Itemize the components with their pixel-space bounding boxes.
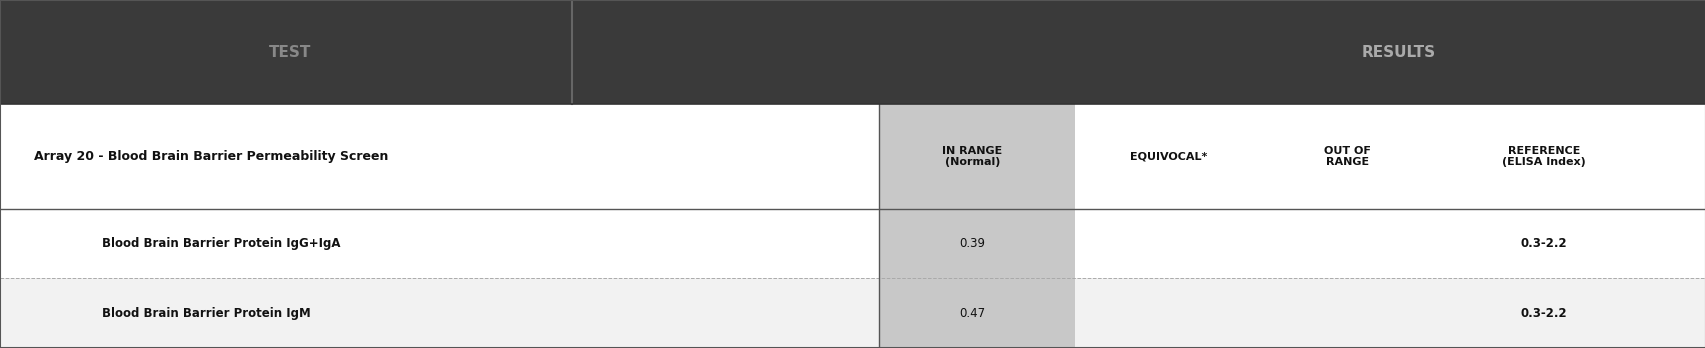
Bar (878, 209, 1074, 278)
Text: 0.47: 0.47 (958, 307, 985, 320)
Text: Blood Brain Barrier Protein IgG+IgA: Blood Brain Barrier Protein IgG+IgA (102, 237, 341, 250)
Text: IN RANGE
(Normal): IN RANGE (Normal) (941, 146, 1003, 167)
Text: TEST: TEST (269, 45, 310, 60)
Text: 0.3-2.2: 0.3-2.2 (1519, 237, 1567, 250)
Text: 0.3-2.2: 0.3-2.2 (1519, 307, 1567, 320)
Bar (878, 278, 1074, 348)
Bar (0, 0, 1705, 104)
Text: Array 20 - Blood Brain Barrier Permeability Screen: Array 20 - Blood Brain Barrier Permeabil… (34, 150, 389, 163)
Text: Blood Brain Barrier Protein IgM: Blood Brain Barrier Protein IgM (102, 307, 310, 320)
Bar (878, 104, 1074, 209)
Bar (0, 104, 1705, 209)
Text: OUT OF
RANGE: OUT OF RANGE (1323, 146, 1371, 167)
Bar (0, 209, 1705, 278)
Text: RESULTS: RESULTS (1361, 45, 1436, 60)
Bar (0, 278, 1705, 348)
Text: 0.39: 0.39 (958, 237, 985, 250)
Text: REFERENCE
(ELISA Index): REFERENCE (ELISA Index) (1500, 146, 1586, 167)
Text: EQUIVOCAL*: EQUIVOCAL* (1129, 152, 1207, 161)
